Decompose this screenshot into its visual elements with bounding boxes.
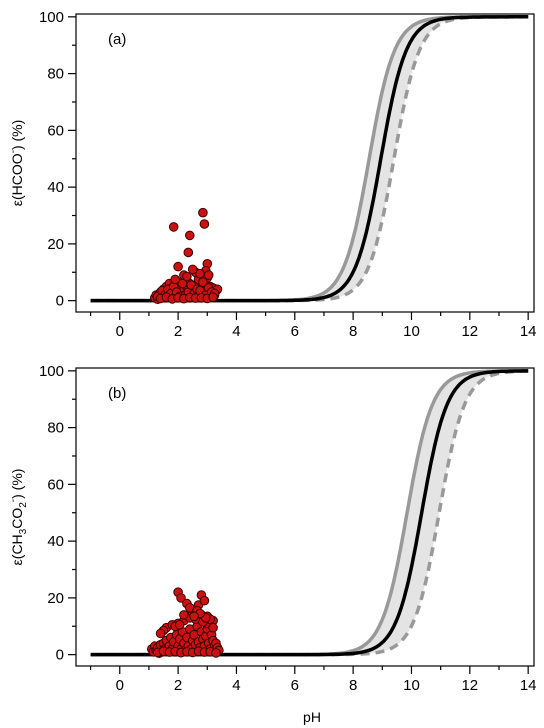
data-point <box>203 270 214 280</box>
x-tick-label: 2 <box>174 677 182 694</box>
data-point <box>199 219 210 229</box>
x-tick-label: 2 <box>174 323 182 340</box>
data-point <box>174 620 185 630</box>
data-point <box>170 274 180 285</box>
data-point <box>179 610 189 620</box>
x-tick-label: 8 <box>349 323 357 340</box>
y-axis-title-b: ε(CH3CO2-) (%) <box>8 469 29 566</box>
x-tick-label: 4 <box>232 323 240 340</box>
x-axis-title: pH <box>303 709 321 725</box>
data-point <box>185 230 195 241</box>
x-tick-label: 4 <box>232 677 240 694</box>
x-tick-label: 12 <box>461 677 478 694</box>
x-tick-label: 6 <box>291 323 299 340</box>
plot-frame-a <box>75 13 535 313</box>
central-curve <box>90 369 529 657</box>
upper-bound-curve <box>90 15 529 303</box>
data-point <box>183 247 194 258</box>
y-axis-title-a-end: ) (%) <box>9 120 25 150</box>
y-tick-label: 20 <box>47 590 64 607</box>
data-point <box>198 207 208 218</box>
panel-label-a: (a) <box>108 31 126 48</box>
data-point <box>168 222 179 232</box>
lower-bound-curve <box>90 369 529 657</box>
data-point <box>155 628 166 639</box>
y-axis-title-b-mid: CO <box>9 508 25 529</box>
uncertainty-band <box>90 370 529 655</box>
x-tick-label: 8 <box>349 677 357 694</box>
data-point <box>199 595 210 606</box>
data-point <box>187 264 198 275</box>
data-point <box>208 622 218 633</box>
x-tick-label: 6 <box>291 677 299 694</box>
y-axis-title-a: ε(HCOO-) (%) <box>8 120 25 207</box>
y-tick-label: 40 <box>47 533 64 550</box>
chart-panel-a: 0 2 4 6 8 10 12 14 0 20 40 60 80 100 (a) ε(HCOO-) (%) <box>8 9 537 340</box>
y-tick-label: 80 <box>47 66 64 83</box>
data-point <box>182 271 192 282</box>
data-point <box>211 648 221 658</box>
y-axis-title-a-main: ε(HCOO <box>9 153 25 206</box>
y-tick-label: 20 <box>47 236 64 253</box>
y-tick-label: 0 <box>56 293 64 310</box>
lower-bound-curve <box>90 15 529 303</box>
upper-bound-curve <box>90 369 529 657</box>
uncertainty-band <box>90 16 529 301</box>
x-tick-label: 0 <box>116 677 124 694</box>
x-tick-label: 10 <box>403 323 420 340</box>
panel-label-b: (b) <box>108 385 126 402</box>
x-tick-label: 14 <box>520 323 537 340</box>
y-tick-label: 0 <box>56 647 64 664</box>
x-tick-label: 0 <box>116 323 124 340</box>
y-tick-label: 40 <box>47 179 64 196</box>
x-tick-label: 12 <box>461 323 478 340</box>
plot-frame-b <box>75 367 535 667</box>
y-axis-title-b-main: ε(CH <box>9 534 25 565</box>
x-tick-label: 14 <box>520 677 537 694</box>
central-curve <box>90 15 529 303</box>
data-point <box>208 292 218 303</box>
y-axis-title-b-sup: - <box>8 499 19 502</box>
y-axis-title-b-end: ) (%) <box>9 469 25 499</box>
y-axis-title-b-sub2: 2 <box>18 502 29 508</box>
y-tick-label: 100 <box>39 363 64 380</box>
y-axis-title-b-sub1: 3 <box>18 528 29 534</box>
y-tick-label: 100 <box>39 9 64 26</box>
x-tick-label: 10 <box>403 677 420 694</box>
series-layer-b <box>90 369 529 659</box>
tick-layer-a: 0 2 4 6 8 10 12 14 0 20 40 60 80 100 <box>39 9 537 340</box>
data-point <box>176 593 186 603</box>
y-axis-title-a-sup: - <box>8 150 19 153</box>
data-point <box>189 611 199 622</box>
y-tick-label: 60 <box>47 122 64 139</box>
y-tick-label: 60 <box>47 476 64 493</box>
tick-layer-b: 0 2 4 6 8 10 12 14 0 20 40 60 80 100 <box>39 363 537 694</box>
y-tick-label: 80 <box>47 420 64 437</box>
data-point <box>173 261 183 272</box>
series-layer-a <box>90 15 529 305</box>
data-point <box>198 277 208 288</box>
